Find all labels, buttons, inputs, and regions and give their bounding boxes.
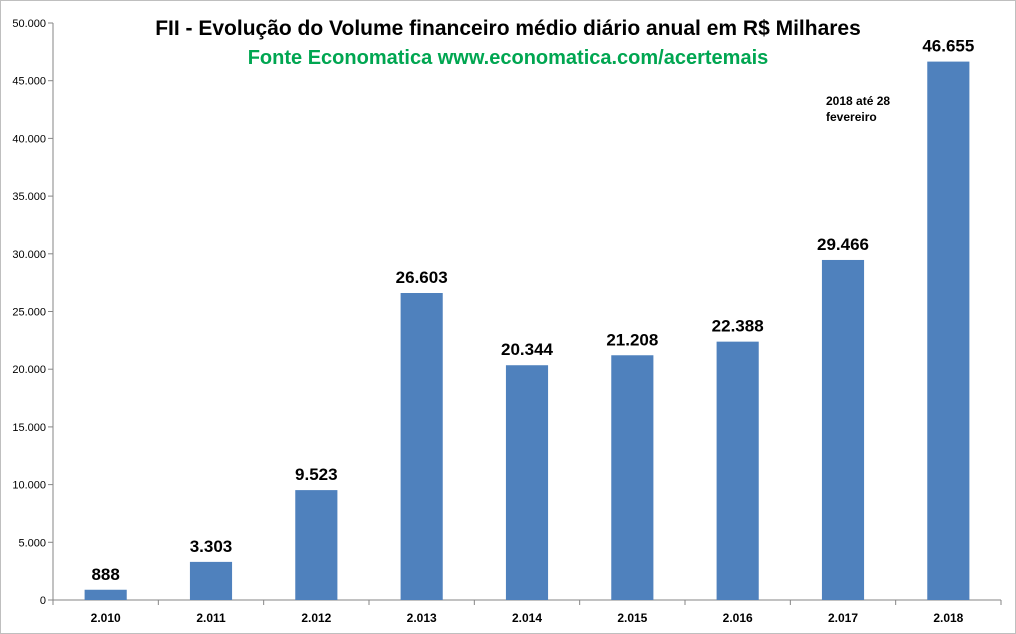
y-tick-label: 45.000 xyxy=(12,76,46,88)
x-tick-label: 2.011 xyxy=(196,611,226,625)
data-label: 26.603 xyxy=(396,268,448,287)
y-tick-label: 50.000 xyxy=(12,18,46,30)
y-tick-label: 0 xyxy=(40,595,46,607)
x-tick-label: 2.013 xyxy=(407,611,437,625)
y-tick-label: 10.000 xyxy=(12,480,46,492)
chart-subtitle: Fonte Economatica www.economatica.com/ac… xyxy=(248,47,769,69)
y-tick-label: 15.000 xyxy=(12,422,46,434)
data-labels: 888 3.303 9.523 26.603 20.344 21.208 22.388 29.… xyxy=(91,37,974,584)
bar xyxy=(716,341,759,600)
axes: 0 5.000 10.000 15.000 20.000 25.000 30.000 35.0… xyxy=(12,18,1002,625)
bar xyxy=(84,589,127,600)
data-label: 888 xyxy=(91,565,119,584)
y-tick-label: 30.000 xyxy=(12,249,46,261)
annotation-line-2: fevereiro xyxy=(826,110,877,124)
bar xyxy=(505,365,549,600)
bar xyxy=(400,293,443,600)
data-label: 46.655 xyxy=(922,37,974,56)
x-tick-label: 2.014 xyxy=(512,611,542,625)
data-label: 3.303 xyxy=(190,537,233,556)
y-tick-label: 35.000 xyxy=(12,191,46,203)
bar xyxy=(611,355,654,600)
y-tick-label: 5.000 xyxy=(18,537,46,549)
x-tick-label: 2.015 xyxy=(617,611,647,625)
bar xyxy=(821,259,865,600)
x-tick-label: 2.016 xyxy=(723,611,753,625)
bar xyxy=(189,561,233,600)
data-label: 29.466 xyxy=(817,235,869,254)
x-tick-label: 2.010 xyxy=(91,611,121,625)
chart-title: FII - Evolução do Volume financeiro médi… xyxy=(155,17,861,40)
bar xyxy=(295,490,338,600)
y-tick-label: 40.000 xyxy=(12,133,46,145)
data-label: 20.344 xyxy=(501,340,554,359)
data-label: 21.208 xyxy=(606,330,658,349)
data-label: 9.523 xyxy=(295,465,338,484)
data-label: 22.388 xyxy=(712,317,764,336)
annotation-line-1: 2018 até 28 xyxy=(826,94,890,108)
y-tick-label: 25.000 xyxy=(12,307,46,319)
x-tick-label: 2.017 xyxy=(828,611,858,625)
x-tick-label: 2.012 xyxy=(301,611,331,625)
y-tick-label: 20.000 xyxy=(12,364,46,376)
bar xyxy=(927,61,970,600)
x-tick-label: 2.018 xyxy=(933,611,963,625)
bars xyxy=(84,61,970,600)
